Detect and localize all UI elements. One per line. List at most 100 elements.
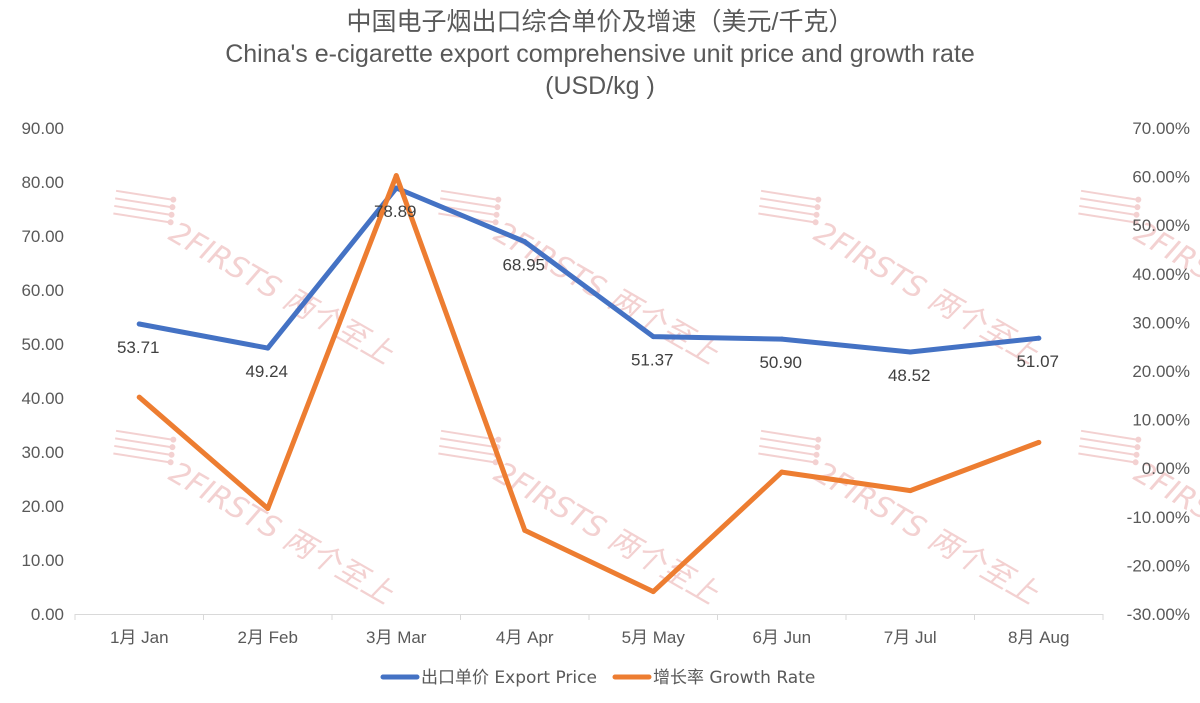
left-y-tick-label: 0.00 bbox=[31, 605, 64, 624]
watermark-stroke bbox=[759, 204, 815, 216]
data-labels: 53.71 49.24 78.89 68.95 51.37 50.90 48.52 51.07 bbox=[117, 202, 1059, 385]
watermark-dot bbox=[168, 451, 175, 458]
x-tick-label: 1月 Jan bbox=[110, 628, 169, 647]
watermark-stroke bbox=[115, 437, 171, 449]
watermark-stroke bbox=[113, 212, 169, 224]
watermark-dot bbox=[812, 459, 819, 466]
growth-rate-point bbox=[393, 173, 399, 179]
watermark-text: 2FIRSTS 两个至上 bbox=[163, 215, 400, 372]
watermark-stroke bbox=[760, 437, 816, 449]
legend: 出口单价 Export Price 增长率 Growth Rate bbox=[380, 668, 815, 688]
growth-rate-point bbox=[650, 589, 656, 595]
watermark-stroke bbox=[760, 429, 817, 441]
watermark-logo: 2FIRSTS 两个至上 bbox=[758, 429, 1045, 612]
watermark-stroke bbox=[440, 429, 497, 441]
export-price-point bbox=[136, 321, 142, 327]
export-price-legend-label: 出口单价 Export Price bbox=[421, 668, 597, 688]
watermark-dot bbox=[495, 196, 502, 203]
export-price-data-label: 50.90 bbox=[759, 353, 802, 372]
series-layer bbox=[136, 173, 1042, 595]
left-y-tick-label: 40.00 bbox=[21, 389, 64, 408]
watermark-stroke bbox=[438, 452, 494, 464]
watermark-text: 2FIRSTS 两个至上 bbox=[1128, 215, 1200, 372]
right-y-tick-label: 30.00% bbox=[1132, 313, 1190, 332]
left-y-tick-label: 30.00 bbox=[21, 443, 64, 462]
watermark-stroke bbox=[1080, 189, 1137, 201]
watermark-stroke bbox=[758, 212, 814, 224]
watermark-stroke bbox=[1080, 197, 1136, 209]
left-y-tick-label: 50.00 bbox=[21, 335, 64, 354]
export-price-point bbox=[1036, 335, 1042, 341]
watermark-stroke bbox=[759, 444, 815, 456]
watermark-dot bbox=[170, 196, 177, 203]
right-y-tick-label: 60.00% bbox=[1132, 168, 1190, 187]
right-y-tick-label: 0.00% bbox=[1142, 459, 1190, 478]
watermark-layer: 2FIRSTS 两个至上 2FIRSTS 两个至上 2FIRSTS 两个至上 2FIR… bbox=[113, 189, 1200, 612]
watermark-dot bbox=[814, 444, 821, 451]
right-y-tick-label: 70.00% bbox=[1132, 119, 1190, 138]
watermark-stroke bbox=[1080, 429, 1137, 441]
watermark-stroke bbox=[1080, 437, 1136, 449]
watermark-stroke bbox=[1078, 212, 1134, 224]
left-y-tick-label: 10.00 bbox=[21, 551, 64, 570]
watermark-dot bbox=[167, 459, 174, 466]
watermark-logo: 2FIRSTS 两个至上 bbox=[438, 429, 725, 612]
chart-title: 中国电子烟出口综合单价及增速（美元/千克） China's e-cigarett… bbox=[0, 6, 1200, 102]
watermark-stroke bbox=[113, 452, 169, 464]
watermark-stroke bbox=[1079, 444, 1135, 456]
watermark-stroke bbox=[115, 189, 172, 201]
watermark-dot bbox=[169, 204, 176, 211]
watermark-stroke bbox=[1078, 452, 1134, 464]
watermark-dot bbox=[813, 451, 820, 458]
x-tick-label: 7月 Jul bbox=[884, 628, 937, 647]
x-tick-label: 5月 May bbox=[622, 628, 686, 647]
growth-rate-point bbox=[265, 506, 271, 512]
watermark-dot bbox=[1132, 459, 1139, 466]
watermark-stroke bbox=[439, 444, 495, 456]
watermark-dot bbox=[1134, 444, 1141, 451]
watermark-dot bbox=[1134, 204, 1141, 211]
export-price-point bbox=[393, 185, 399, 191]
export-price-point bbox=[650, 334, 656, 340]
watermark-dot bbox=[1132, 219, 1139, 226]
watermark-dot bbox=[814, 204, 821, 211]
watermark-stroke bbox=[440, 197, 496, 209]
watermark-dot bbox=[1133, 451, 1140, 458]
left-y-tick-label: 20.00 bbox=[21, 497, 64, 516]
export-price-point bbox=[779, 336, 785, 342]
growth-rate-line bbox=[136, 173, 1042, 595]
right-y-tick-label: 40.00% bbox=[1132, 265, 1190, 284]
watermark-dot bbox=[169, 444, 176, 451]
right-y-tick-label: 10.00% bbox=[1132, 411, 1190, 430]
watermark-stroke bbox=[760, 189, 817, 201]
watermark-dot bbox=[494, 204, 501, 211]
chart-title-cn: 中国电子烟出口综合单价及增速（美元/千克） bbox=[346, 8, 854, 36]
watermark-stroke bbox=[440, 437, 496, 449]
watermark-dot bbox=[170, 436, 177, 443]
growth-rate-point bbox=[1036, 439, 1042, 445]
watermark-stroke bbox=[760, 197, 816, 209]
watermark-stroke bbox=[114, 444, 170, 456]
growth-rate-legend-label: 增长率 Growth Rate bbox=[653, 668, 815, 688]
watermark-dot bbox=[1133, 211, 1140, 218]
export-price-data-label: 53.71 bbox=[117, 338, 160, 357]
growth-rate-point bbox=[779, 469, 785, 475]
watermark-text: 2FIRSTS 两个至上 bbox=[1128, 455, 1200, 612]
growth-rate-point bbox=[522, 527, 528, 533]
watermark-dot bbox=[1135, 196, 1142, 203]
watermark-text: 2FIRSTS 两个至上 bbox=[488, 455, 725, 612]
export-price-data-label: 49.24 bbox=[245, 362, 288, 381]
watermark-stroke bbox=[115, 197, 171, 209]
watermark-stroke bbox=[114, 204, 170, 216]
growth-rate-point bbox=[136, 394, 142, 400]
x-tick-label: 3月 Mar bbox=[366, 628, 427, 647]
x-tick-label: 6月 Jun bbox=[752, 628, 811, 647]
right-y-tick-label: -10.00% bbox=[1127, 508, 1190, 527]
left-y-tick-label: 60.00 bbox=[21, 281, 64, 300]
watermark-stroke bbox=[758, 452, 814, 464]
export-price-data-label: 78.89 bbox=[374, 202, 417, 221]
growth-rate-point bbox=[907, 488, 913, 494]
right-y-tick-label: -20.00% bbox=[1127, 556, 1190, 575]
left-y-tick-label: 80.00 bbox=[21, 173, 64, 192]
watermark-dot bbox=[813, 211, 820, 218]
